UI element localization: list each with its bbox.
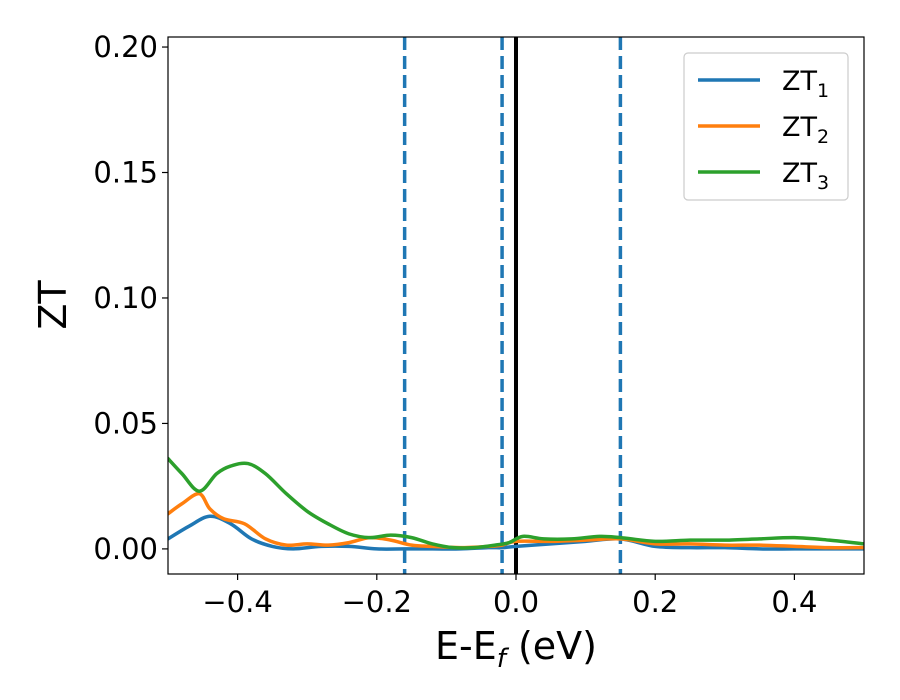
- y-tick-label: 0.05: [93, 406, 158, 440]
- legend-label-zt2: ZT2: [782, 112, 829, 148]
- x-tick-label: 0.0: [493, 585, 539, 619]
- y-tick-label: 0.00: [93, 532, 158, 566]
- legend-label-main: ZT: [782, 112, 817, 143]
- x-axis-ticks: −0.4 −0.2 0.0 0.2 0.4: [202, 574, 817, 619]
- reference-lines: [402, 37, 623, 574]
- series-line-zt2: [168, 491, 864, 550]
- legend-label-subscript: 1: [817, 80, 829, 102]
- series-lines: [168, 456, 864, 551]
- legend-label-zt1: ZT1: [782, 66, 829, 102]
- legend-label-subscript: 3: [817, 172, 829, 194]
- y-tick-label: 0.15: [93, 156, 158, 190]
- legend-label-main: ZT: [782, 158, 817, 189]
- y-axis-label: ZT: [31, 280, 75, 330]
- legend-label-main: ZT: [782, 66, 817, 97]
- legend-label-subscript: 2: [817, 126, 829, 148]
- legend-box: [683, 52, 849, 201]
- y-tick-label: 0.20: [93, 30, 158, 64]
- x-tick-label: −0.2: [342, 585, 412, 619]
- x-axis-label: E-Ef (eV): [435, 624, 597, 674]
- x-tick-label: −0.4: [202, 585, 272, 619]
- x-tick-label: 0.4: [771, 585, 817, 619]
- x-axis-label-unit: (eV): [506, 624, 597, 668]
- x-tick-label: 0.2: [632, 585, 678, 619]
- series-line-zt3: [168, 456, 864, 550]
- x-axis-label-main: E-E: [435, 624, 497, 668]
- y-axis-ticks: 0.00 0.05 0.10 0.15 0.20: [93, 30, 168, 566]
- y-tick-label: 0.10: [93, 281, 158, 315]
- legend-label-zt3: ZT3: [782, 158, 829, 194]
